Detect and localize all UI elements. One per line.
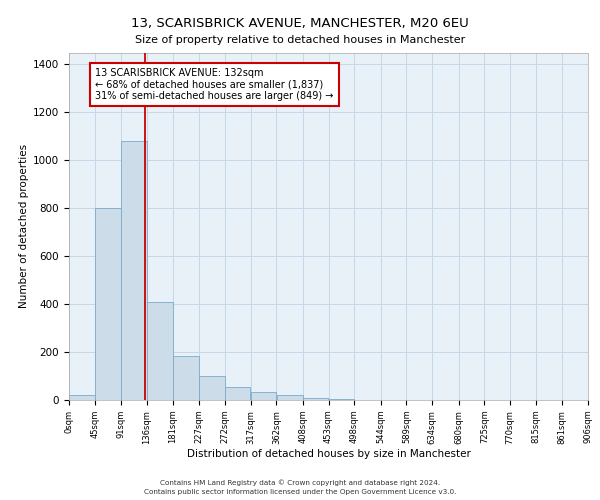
Bar [69,395,95,400]
Bar [121,141,147,400]
Bar [173,356,199,400]
Text: 13, SCARISBRICK AVENUE, MANCHESTER, M20 6EU: 13, SCARISBRICK AVENUE, MANCHESTER, M20 … [131,18,469,30]
Y-axis label: Number of detached properties: Number of detached properties [19,144,29,308]
Bar [225,387,250,400]
Bar [147,302,173,400]
Bar [277,395,302,400]
Bar [251,392,276,400]
Bar [95,208,121,400]
Bar [303,398,328,400]
Bar [199,376,224,400]
Text: 13 SCARISBRICK AVENUE: 132sqm
← 68% of detached houses are smaller (1,837)
31% o: 13 SCARISBRICK AVENUE: 132sqm ← 68% of d… [95,68,334,102]
Bar [329,399,354,400]
Text: Contains HM Land Registry data © Crown copyright and database right 2024.
Contai: Contains HM Land Registry data © Crown c… [144,480,456,495]
Text: Size of property relative to detached houses in Manchester: Size of property relative to detached ho… [135,35,465,45]
X-axis label: Distribution of detached houses by size in Manchester: Distribution of detached houses by size … [187,449,470,459]
